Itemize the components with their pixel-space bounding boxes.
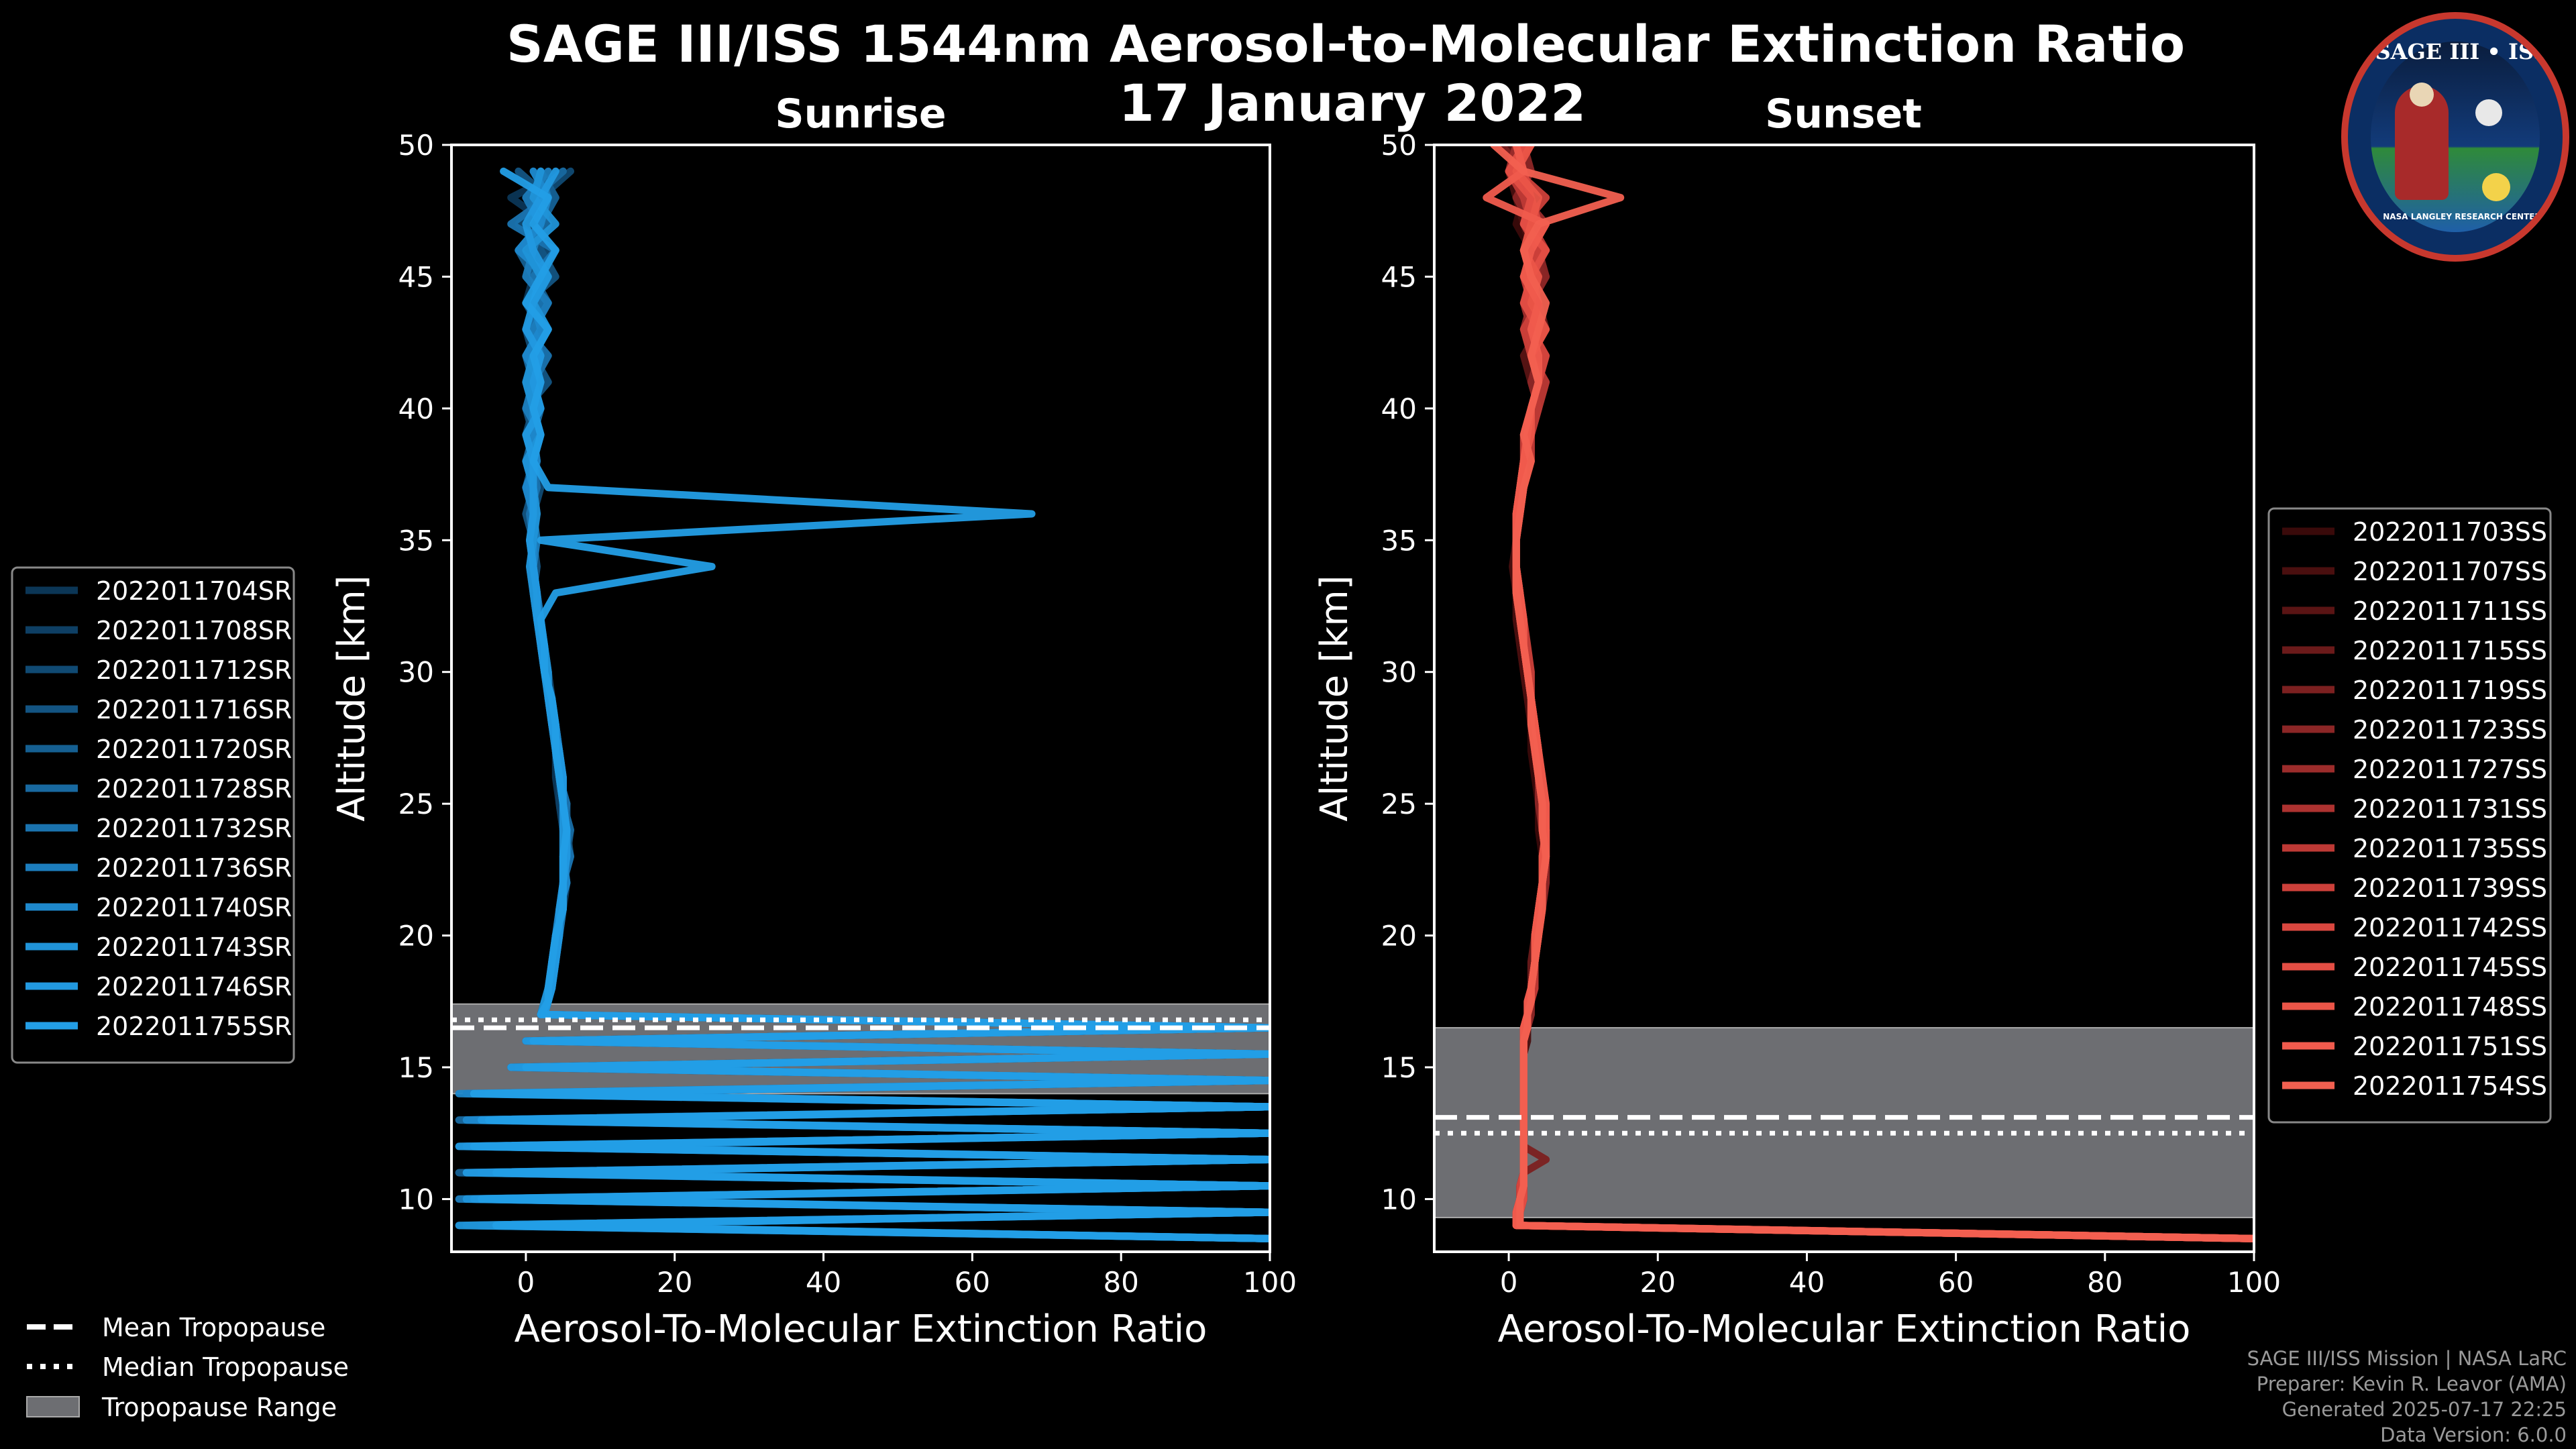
figure-date: 17 January 2022 <box>1119 73 1586 133</box>
x-tick-label: 40 <box>1789 1266 1825 1299</box>
x-tick-label: 80 <box>1103 1266 1138 1299</box>
legend-label: 2022011746SR <box>96 972 292 1002</box>
tropopause-legend: Mean Tropopause Median Tropopause Tropop… <box>26 1313 349 1422</box>
tropopause-range-legend-swatch <box>26 1396 80 1417</box>
subplot-title: Sunset <box>1765 91 1922 138</box>
y-tick-label: 50 <box>398 129 434 162</box>
y-tick-label: 35 <box>398 524 434 557</box>
legend-label: 2022011742SS <box>2353 913 2547 943</box>
legend-label: 2022011728SR <box>96 774 292 804</box>
credits-generated: Generated 2025-07-17 22:25 <box>2282 1398 2567 1421</box>
x-axis-label: Aerosol-To-Molecular Extinction Ratio <box>515 1307 1208 1351</box>
y-tick-label: 10 <box>398 1183 434 1216</box>
y-tick-label: 10 <box>1381 1183 1417 1216</box>
sun-icon <box>2482 173 2510 201</box>
y-tick-label: 30 <box>1381 656 1417 689</box>
profile-line-2022011754SS <box>1490 145 2254 1242</box>
sunset-panel: 0 20 40 60 80 100 10 15 20 25 30 35 40 45 50 Sunset Aero… <box>1313 91 2281 1351</box>
x-axis-label: Aerosol-To-Molecular Extinction Ratio <box>1498 1307 2191 1351</box>
y-tick-label: 30 <box>398 656 434 689</box>
x-tick-label: 20 <box>1640 1266 1676 1299</box>
x-tick-label: 80 <box>2087 1266 2123 1299</box>
sunrise-panel: 0 20 40 60 80 100 10 15 20 25 30 35 40 45 50 Sunrise Aer… <box>330 91 1297 1351</box>
sunrise-legend: 2022011704SR 2022011708SR 2022011712SR 2022… <box>11 566 295 1064</box>
y-tick-label: 40 <box>398 392 434 425</box>
axes-frame <box>1433 144 2255 1253</box>
y-tick-label: 20 <box>1381 920 1417 953</box>
legend-label: 2022011731SS <box>2353 794 2547 824</box>
legend-label: 2022011707SS <box>2353 557 2547 586</box>
legend-label: 2022011704SR <box>96 576 292 606</box>
credits-mission: SAGE III/ISS Mission | NASA LaRC <box>2247 1347 2567 1370</box>
legend-box <box>11 566 295 1064</box>
legend-label: 2022011712SR <box>96 655 292 685</box>
legend-label: 2022011732SR <box>96 814 292 843</box>
median-tropopause-legend-label: Median Tropopause <box>102 1352 349 1382</box>
y-tick-label: 45 <box>1381 260 1417 293</box>
logo-ring: SAGE III • ISS NASA LANGLEY RESEARCH CEN… <box>2341 12 2569 262</box>
y-tick-label: 15 <box>1381 1051 1417 1084</box>
sunset-legend: 2022011703SS 2022011707SS 2022011711SS 2022… <box>2267 507 2552 1124</box>
profile-line-2022011755SR <box>470 167 1270 1242</box>
y-tick-label: 15 <box>398 1051 434 1084</box>
legend-label: 2022011736SR <box>96 853 292 883</box>
legend-label: 2022011739SS <box>2353 873 2547 903</box>
y-tick-label: 50 <box>1381 129 1417 162</box>
tropopause-range-band <box>1434 1027 2255 1218</box>
x-tick-label: 0 <box>517 1266 535 1299</box>
x-tick-label: 40 <box>806 1266 841 1299</box>
x-tick-label: 20 <box>657 1266 692 1299</box>
logo-subtitle: NASA LANGLEY RESEARCH CENTER <box>2383 212 2541 221</box>
figure-title: SAGE III/ISS 1544nm Aerosol-to-Molecular… <box>506 14 2185 74</box>
subplot-title: Sunrise <box>775 91 946 138</box>
y-axis-label: Altitude [km] <box>1313 575 1356 821</box>
y-tick-label: 45 <box>398 260 434 293</box>
credits: SAGE III/ISS Mission | NASA LaRC Prepare… <box>2247 1346 2567 1448</box>
credits-preparer: Preparer: Kevin R. Leavor (AMA) <box>2256 1373 2567 1395</box>
legend-label: 2022011743SR <box>96 932 292 962</box>
x-tick-label: 60 <box>1938 1266 1974 1299</box>
y-tick-label: 35 <box>1381 524 1417 557</box>
moon-icon <box>2475 99 2502 126</box>
legend-label: 2022011745SS <box>2353 953 2547 982</box>
legend-label: 2022011719SS <box>2353 676 2547 705</box>
legend-label: 2022011708SR <box>96 616 292 645</box>
legend-label: 2022011703SS <box>2353 517 2547 547</box>
legend-label: 2022011727SS <box>2353 755 2547 784</box>
tropopause-range-legend-label: Tropopause Range <box>101 1393 337 1422</box>
legend-label: 2022011723SS <box>2353 715 2547 745</box>
legend-box <box>2267 507 2552 1124</box>
legend-label: 2022011715SS <box>2353 636 2547 665</box>
legend-label: 2022011751SS <box>2353 1032 2547 1061</box>
credits-version: Data Version: 6.0.0 <box>2380 1424 2567 1446</box>
y-tick-label: 25 <box>1381 788 1417 820</box>
x-tick-label: 100 <box>1243 1266 1297 1299</box>
mean-tropopause-legend-label: Mean Tropopause <box>102 1313 325 1342</box>
x-tick-label: 100 <box>2227 1266 2281 1299</box>
legend-label: 2022011711SS <box>2353 596 2547 626</box>
y-tick-label: 40 <box>1381 392 1417 425</box>
legend-label: 2022011740SR <box>96 893 292 922</box>
legend-label: 2022011755SR <box>96 1012 292 1041</box>
legend-label: 2022011716SR <box>96 695 292 724</box>
y-tick-label: 25 <box>398 788 434 820</box>
legend-label: 2022011754SS <box>2353 1071 2547 1101</box>
sage-iii-iss-logo: SAGE III • ISS NASA LANGLEY RESEARCH CEN… <box>2341 12 2569 262</box>
legend-label: 2022011735SS <box>2353 834 2547 863</box>
legend-label: 2022011748SS <box>2353 992 2547 1022</box>
y-axis-label: Altitude [km] <box>330 575 374 821</box>
logo-title: SAGE III • ISS <box>2375 39 2549 64</box>
wizard-face-icon <box>2410 83 2434 107</box>
y-tick-label: 20 <box>398 920 434 953</box>
x-tick-label: 0 <box>1500 1266 1518 1299</box>
legend-label: 2022011720SR <box>96 735 292 764</box>
axes-frame <box>450 144 1271 1253</box>
x-tick-label: 60 <box>955 1266 990 1299</box>
